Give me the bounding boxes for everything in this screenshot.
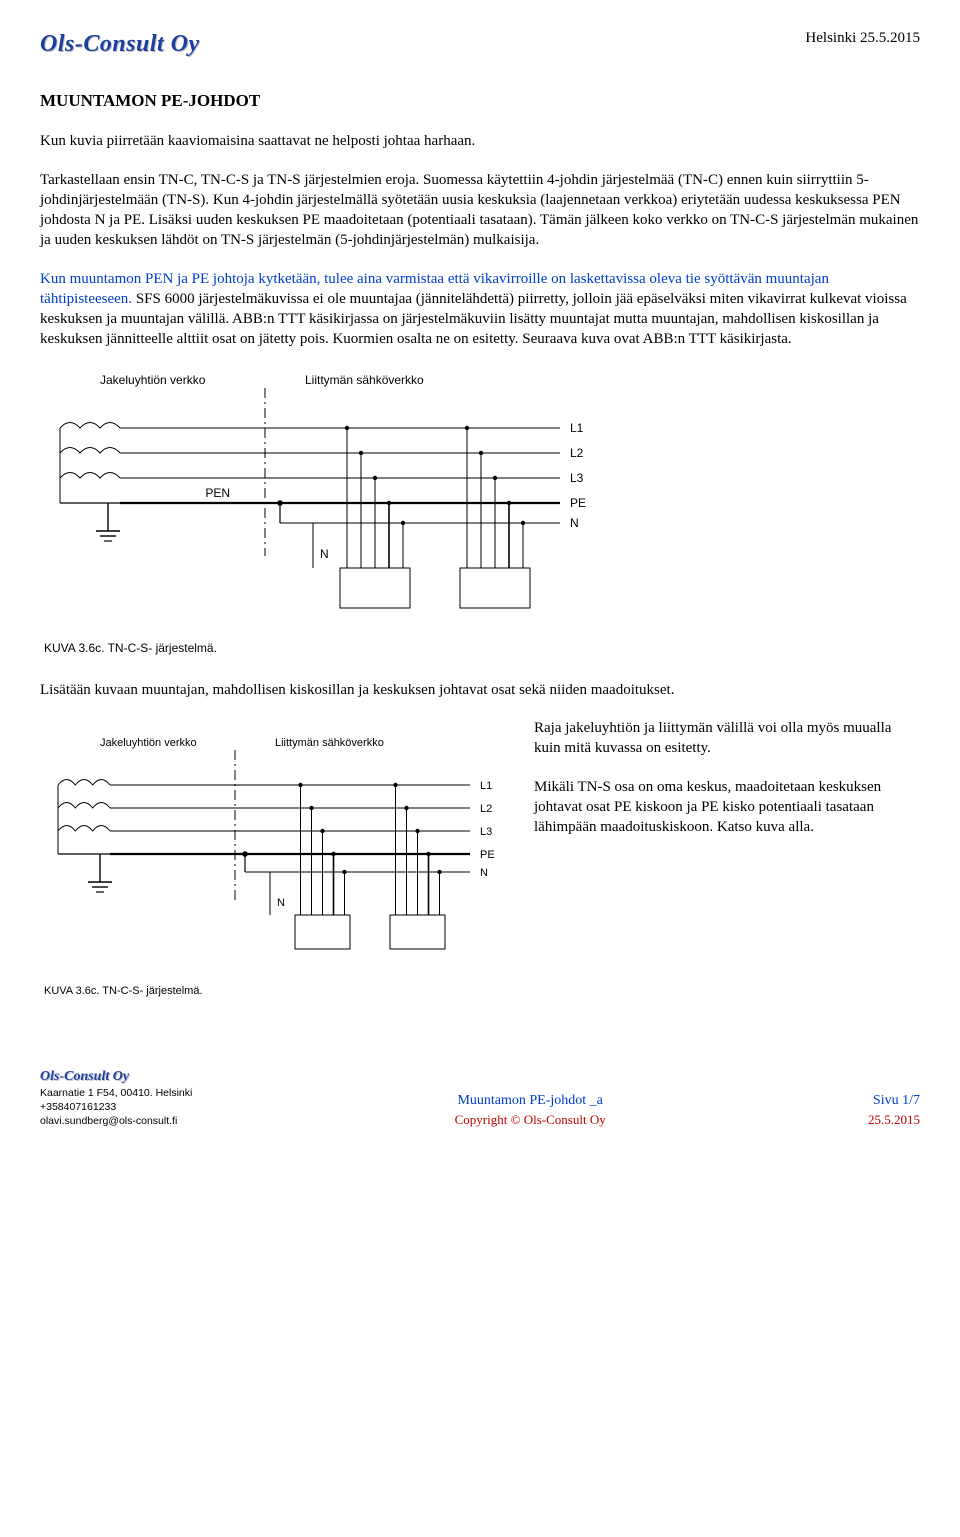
svg-text:Jakeluyhtiön verkko: Jakeluyhtiön verkko [100,737,197,749]
svg-text:L1: L1 [570,421,584,435]
svg-text:L1: L1 [480,780,492,792]
svg-text:N: N [320,547,329,561]
svg-text:L2: L2 [570,446,584,460]
footer-addr-line1: Kaarnatie 1 F54, 00410. Helsinki [40,1087,192,1101]
diagram-tncs-large: Jakeluyhtiön verkko Liittymän sähköverkko… [40,368,920,664]
svg-text:KUVA 3.6c. TN-C-S- järjestel: KUVA 3.6c. TN-C-S- järjestelmä. [44,641,217,655]
footer-addr-line3: olavi.sundberg@ols-consult.fi [40,1115,192,1129]
paragraph-add: Lisätään kuvaan muuntajan, mahdollisen k… [40,680,920,700]
svg-text:L3: L3 [480,826,492,838]
footer-doc-title: Muuntamon PE-johdot _a [455,1092,606,1111]
svg-text:L2: L2 [480,803,492,815]
paragraph-pen: Kun muuntamon PEN ja PE johtoja kytketää… [40,269,920,350]
svg-text:N: N [277,897,285,909]
footer-copyright: Copyright © Ols-Consult Oy [455,1111,606,1129]
header-date: Helsinki 25.5.2015 [805,28,920,48]
paragraph-intro: Kun kuvia piirretään kaaviomaisina saatt… [40,131,920,151]
svg-text:PE: PE [570,496,586,510]
footer-page-number: Sivu 1/7 [868,1092,920,1111]
svg-text:Liittymän sähköverkko: Liittymän sähköverkko [305,373,424,387]
side-paragraph-boundary: Raja jakeluyhtiön ja liittymän välillä v… [534,718,920,759]
svg-text:KUVA 3.6c. TN-C-S- järjestel: KUVA 3.6c. TN-C-S- järjestelmä. [44,985,203,997]
svg-text:PE: PE [480,849,495,861]
footer-address: Kaarnatie 1 F54, 00410. Helsinki +358407… [40,1087,192,1128]
footer-logo: Ols-Consult Oy [40,1068,192,1087]
footer-page-date: 25.5.2015 [868,1111,920,1129]
svg-text:Jakeluyhtiön verkko: Jakeluyhtiön verkko [100,373,206,387]
company-logo: Ols-Consult Oy [40,28,200,60]
svg-text:N: N [480,867,488,879]
page-title: MUUNTAMON PE-JOHDOT [40,90,920,113]
diagram-tncs-small: Jakeluyhtiön verkko Liittymän sähköverkko… [40,730,510,1006]
svg-text:Liittymän sähköverkko: Liittymän sähköverkko [275,737,384,749]
pen-rest: SFS 6000 järjestelmäkuvissa ei ole muunt… [40,291,907,348]
footer-addr-line2: +358407161233 [40,1101,192,1115]
svg-text:N: N [570,516,579,530]
svg-text:L3: L3 [570,471,584,485]
side-paragraph-tns: Mikäli TN-S osa on oma keskus, maadoitet… [534,777,920,838]
svg-text:PEN: PEN [205,486,230,500]
paragraph-systems: Tarkastellaan ensin TN-C, TN-C-S ja TN-S… [40,170,920,251]
